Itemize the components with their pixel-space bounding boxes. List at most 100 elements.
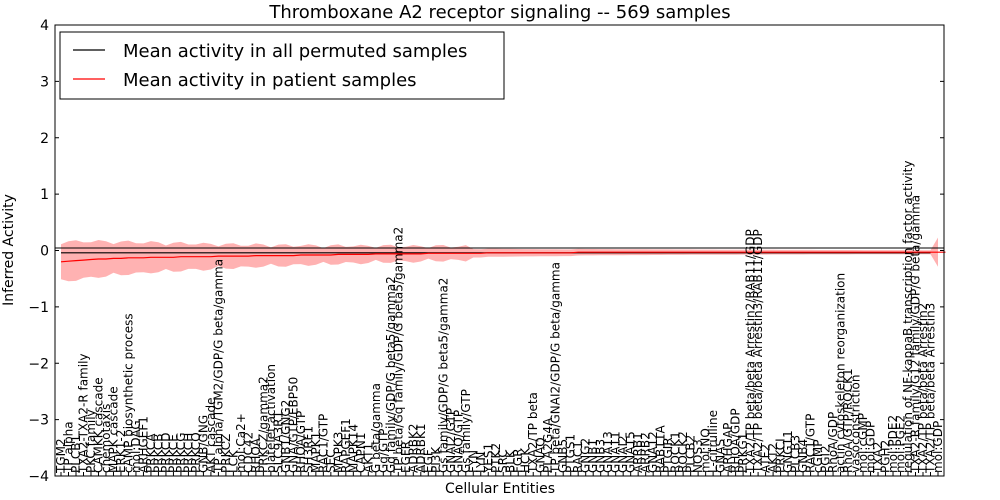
x-tick-label: TP alpha/TGM2/GDP/G beta/gamma: [211, 259, 225, 474]
lines-layer: [60, 251, 946, 263]
x-tick-label: FGR: [511, 448, 525, 473]
x-tick-label: ERK1-2: [114, 430, 128, 473]
x-tick-label: mol:PGE2: [894, 415, 908, 473]
x-tick-label: PRKCI: [774, 438, 788, 473]
x-tick-label: MAPK3: [331, 432, 345, 473]
y-axis-label: Inferred Activity: [1, 194, 17, 306]
x-tick-label: TXA2: [871, 442, 885, 474]
y-tick-label: −1: [28, 300, 49, 316]
legend-label-permuted: Mean activity in all permuted samples: [123, 41, 467, 62]
x-tick-label: GNG11: [781, 430, 795, 473]
x-tick-label: Gq family/GDP/G beta5/gamma2: [384, 276, 398, 473]
x-tick-label: Gs family/GTP: [459, 389, 473, 473]
x-tick-label: vasoconstriction: [849, 375, 863, 473]
x-tick-label: RHOA/GTP: [294, 411, 308, 473]
x-tick-label: ARHGEF1: [137, 416, 151, 473]
x-tick-label: RAC1/GTP: [804, 414, 818, 473]
y-tick-label: 0: [40, 244, 49, 260]
x-tick-label: GNB4: [796, 439, 810, 473]
x-tick-label: mol:Ca2+: [234, 413, 248, 473]
x-tick-label: RAC1: [571, 441, 585, 473]
x-tick-label: GNAS: [714, 439, 728, 473]
x-tick-label: LYN: [474, 452, 488, 473]
x-tick-label: PRKCE: [166, 434, 180, 473]
x-tick-label: TXA2-TXA2-R family: [77, 353, 91, 474]
x-tick-label: TXA2/TP beta/beta Arrestin3: [924, 303, 938, 474]
x-tick-label: cGMP: [811, 440, 825, 474]
x-tick-label: GNA/GTP/EBP50: [286, 377, 300, 473]
x-tick-label: EGFR: [399, 441, 413, 473]
x-tick-label: MAPK1: [309, 432, 323, 473]
x-tick-label: TXA2/TP beta/beta Arrestin3/RAB11/GDP: [751, 229, 765, 474]
x-tick-label: FYN: [466, 450, 480, 473]
x-tick-label: mol:cGMP: [856, 413, 870, 473]
x-tick-label: HCK: [519, 447, 533, 473]
x-tick-label: PRKCZ: [219, 434, 233, 473]
x-tick-label: LCK: [226, 449, 240, 473]
x-tick-label: regulation of NF-kappaB transcription fa…: [901, 161, 915, 473]
x-tick-label: YES1: [481, 443, 495, 474]
chart-title: Thromboxane A2 receptor signaling -- 569…: [268, 2, 730, 23]
x-tick-label: PLCB1: [69, 435, 83, 473]
x-tick-label: SRC: [496, 449, 510, 473]
x-axis-label: Cellular Entities: [445, 481, 555, 497]
x-tick-label: PKC family: [84, 409, 98, 473]
x-tick-label: mol:DAG: [129, 420, 143, 473]
x-tick-label: PRKCA: [144, 433, 158, 473]
x-tick-label: RAC1/GTP: [316, 414, 330, 473]
series-line-patient: [60, 251, 946, 263]
x-tick-label: GNA13: [601, 431, 615, 473]
x-tick-label: ARHGAP: [721, 423, 735, 473]
x-tick-label: TXA2/TP beta/beta Arrestin2/RAB11/GDP: [744, 229, 758, 474]
x-tick-label: chemotaxis: [99, 404, 113, 473]
x-tick-label: ROCK1: [669, 431, 683, 473]
x-tick-label: RAB11A: [654, 424, 668, 473]
x-tick-label: mol:NO: [699, 428, 713, 473]
x-tick-label: GNA12: [646, 431, 660, 473]
x-tick-label: NOS3: [691, 439, 705, 473]
x-tick-label: PRKCB: [151, 434, 165, 473]
y-tick-label: −3: [28, 413, 49, 429]
x-tick-label: ARRB2: [639, 432, 653, 473]
x-tick-label: GNAI2: [616, 435, 630, 473]
x-tick-label: GNB1: [586, 439, 600, 473]
x-tick-label: G beta/gamma: [369, 383, 383, 473]
x-tick-label: L-citrulline: [706, 410, 720, 473]
y-axis-ticks: 4 3 2 1 0 −1 −2 −3 −4: [28, 18, 944, 485]
x-tick-label: actin cytoskeleton reorganization: [834, 273, 848, 473]
x-tick-label: CDC42: [241, 432, 255, 473]
x-tick-label: GNB3: [594, 439, 608, 473]
x-tick-label: ATF2: [759, 444, 773, 473]
x-tick-label: ADRBK1: [414, 423, 428, 473]
legend-box: [59, 31, 505, 100]
x-tick-label: MAPK14: [346, 424, 360, 473]
x-tick-label: BLK: [504, 449, 518, 473]
legend-label-patient: Mean activity in patient samples: [123, 70, 417, 91]
x-tick-label: RhoA/GTP/ROCK1: [841, 368, 855, 473]
x-tick-label: GNAI2/GTP: [444, 408, 458, 473]
x-tick-label: RHOA: [249, 437, 263, 473]
x-tick-label: PLA2G4A: [541, 417, 555, 473]
x-tick-label: Gs family/GDP/G beta5/gamma2: [436, 278, 450, 473]
x-tick-label: TXA2/TP beta: [526, 392, 540, 474]
x-tick-label: GNA11: [609, 431, 623, 473]
x-tick-label: AKT2: [766, 443, 780, 473]
x-tick-label: PTK2: [489, 443, 503, 473]
x-tick-label: PGI2: [819, 445, 833, 473]
x-tick-label: RAPGEF1: [339, 418, 353, 473]
x-tick-label: CAMKK cascade: [92, 377, 106, 473]
x-tick-label: mol:PDE2: [886, 415, 900, 473]
x-tick-label: GNAQ/GTP: [451, 410, 465, 473]
x-tick-label: SH3RF1: [301, 426, 315, 473]
x-tick-label: RhoA/GDP: [826, 412, 840, 473]
x-tick-label: GNB1/GNG2: [279, 400, 293, 473]
y-tick-label: 3: [40, 74, 49, 90]
x-tick-label: TGM2: [54, 438, 68, 474]
x-tick-label: GNB/GNG: [196, 415, 210, 473]
x-tick-label: PTGS1: [564, 434, 578, 473]
y-tick-label: 4: [40, 18, 49, 34]
x-tick-label: SEC: [324, 449, 338, 473]
x-tick-label: PRKCD: [159, 433, 173, 473]
x-tick-label: PRKCZ/gamma2: [256, 376, 270, 473]
